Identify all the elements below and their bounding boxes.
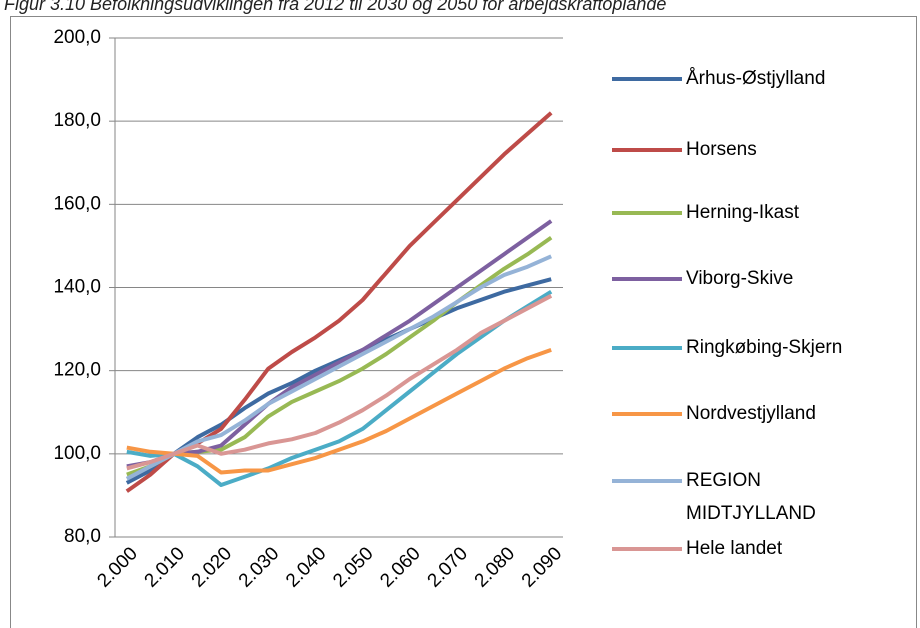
- y-tick-label: 120,0: [53, 360, 101, 381]
- legend-item: Nordvestjylland: [612, 397, 872, 430]
- y-tick-label: 140,0: [53, 277, 101, 298]
- legend-item: Viborg-Skive: [612, 262, 872, 295]
- series-line: [126, 219, 553, 469]
- legend-swatch: [612, 148, 682, 152]
- x-tick-label: 2.010: [141, 543, 189, 591]
- chart-title: Figur 3.10 Befolkningsudviklingen fra 20…: [4, 0, 667, 14]
- series-line: [126, 348, 552, 475]
- legend-item: Århus-Østjylland: [612, 62, 872, 95]
- legend-label: Ringkøbing-Skjern: [686, 337, 843, 358]
- chart-frame: [10, 16, 917, 628]
- y-tick-label: 100,0: [53, 443, 101, 464]
- x-tick-label: 2.040: [282, 543, 330, 591]
- legend-label: Århus-Østjylland: [686, 68, 826, 89]
- x-tick-label: 2.050: [329, 543, 377, 591]
- legend-swatch: [612, 346, 682, 350]
- y-tick-label: 80,0: [64, 526, 101, 547]
- legend-item: Hele landet: [612, 532, 872, 565]
- x-tick-label: 2.090: [518, 543, 566, 591]
- legend-item: REGION MIDTJYLLAND: [612, 464, 872, 530]
- y-tick-label: 180,0: [53, 110, 101, 131]
- series-line: [126, 235, 553, 477]
- legend-label: Viborg-Skive: [686, 268, 794, 289]
- x-tick-label: 2.030: [235, 543, 283, 591]
- series-line: [125, 254, 553, 481]
- legend-label: Herning-Ikast: [686, 202, 799, 223]
- legend-item: Horsens: [612, 133, 872, 166]
- legend-swatch: [612, 412, 682, 416]
- legend-swatch: [612, 211, 682, 215]
- x-tick-label: 2.060: [376, 543, 424, 591]
- x-tick-label: 2.020: [188, 543, 236, 591]
- legend-label: REGION MIDTJYLLAND: [686, 470, 816, 524]
- legend-swatch: [612, 479, 682, 483]
- x-tick-label: 2.000: [93, 543, 141, 591]
- x-tick-label: 2.070: [424, 543, 472, 591]
- y-tick-label: 200,0: [53, 27, 101, 48]
- legend-swatch: [612, 547, 682, 551]
- x-tick-label: 2.080: [471, 543, 519, 591]
- series-line: [126, 294, 553, 471]
- legend-item: Ringkøbing-Skjern: [612, 331, 872, 364]
- legend-item: Herning-Ikast: [612, 196, 872, 229]
- legend-label: Nordvestjylland: [686, 403, 816, 424]
- legend-label: Horsens: [686, 139, 757, 160]
- legend-swatch: [612, 277, 682, 281]
- y-tick-label: 160,0: [53, 193, 101, 214]
- legend-label: Hele landet: [686, 538, 783, 559]
- series-line: [126, 289, 553, 487]
- legend-swatch: [612, 77, 682, 81]
- series-line: [125, 111, 553, 493]
